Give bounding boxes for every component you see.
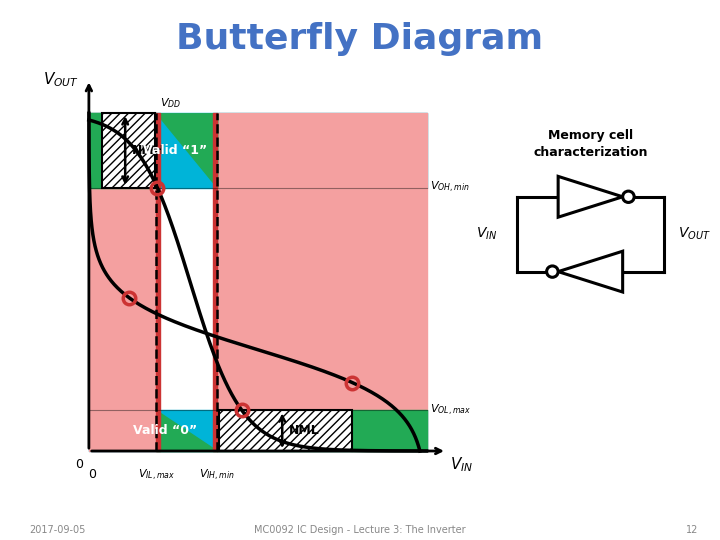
- Text: 0: 0: [89, 468, 96, 481]
- Text: $V_{OUT}$: $V_{OUT}$: [678, 226, 711, 242]
- Text: Valid “1”: Valid “1”: [143, 144, 207, 157]
- Text: 12: 12: [686, 524, 698, 535]
- Text: 2017-09-05: 2017-09-05: [29, 524, 85, 535]
- Text: $V_{OUT}$: $V_{OUT}$: [43, 70, 78, 89]
- Polygon shape: [558, 177, 623, 217]
- Text: Valid “0”: Valid “0”: [132, 424, 197, 437]
- Text: Memory cell
characterization: Memory cell characterization: [533, 129, 648, 159]
- Circle shape: [623, 191, 634, 202]
- Text: $V_{OL,max}$: $V_{OL,max}$: [430, 403, 471, 418]
- Text: NMH: NMH: [132, 144, 165, 157]
- Bar: [102, 113, 155, 187]
- Text: $V_{DD}$: $V_{DD}$: [160, 96, 181, 110]
- Bar: [219, 410, 352, 451]
- Text: 0: 0: [75, 458, 83, 471]
- Text: $V_{IN}$: $V_{IN}$: [450, 455, 474, 474]
- Circle shape: [546, 266, 558, 278]
- Text: $V_{IH,min}$: $V_{IH,min}$: [199, 468, 235, 483]
- Polygon shape: [558, 251, 623, 292]
- Text: $V_{IL,max}$: $V_{IL,max}$: [138, 468, 175, 483]
- Text: NML: NML: [289, 424, 320, 437]
- Text: Butterfly Diagram: Butterfly Diagram: [176, 22, 544, 56]
- Text: $V_{OH,min}$: $V_{OH,min}$: [430, 180, 469, 195]
- Text: MC0092 IC Design - Lecture 3: The Inverter: MC0092 IC Design - Lecture 3: The Invert…: [254, 524, 466, 535]
- Text: $V_{IN}$: $V_{IN}$: [476, 226, 498, 242]
